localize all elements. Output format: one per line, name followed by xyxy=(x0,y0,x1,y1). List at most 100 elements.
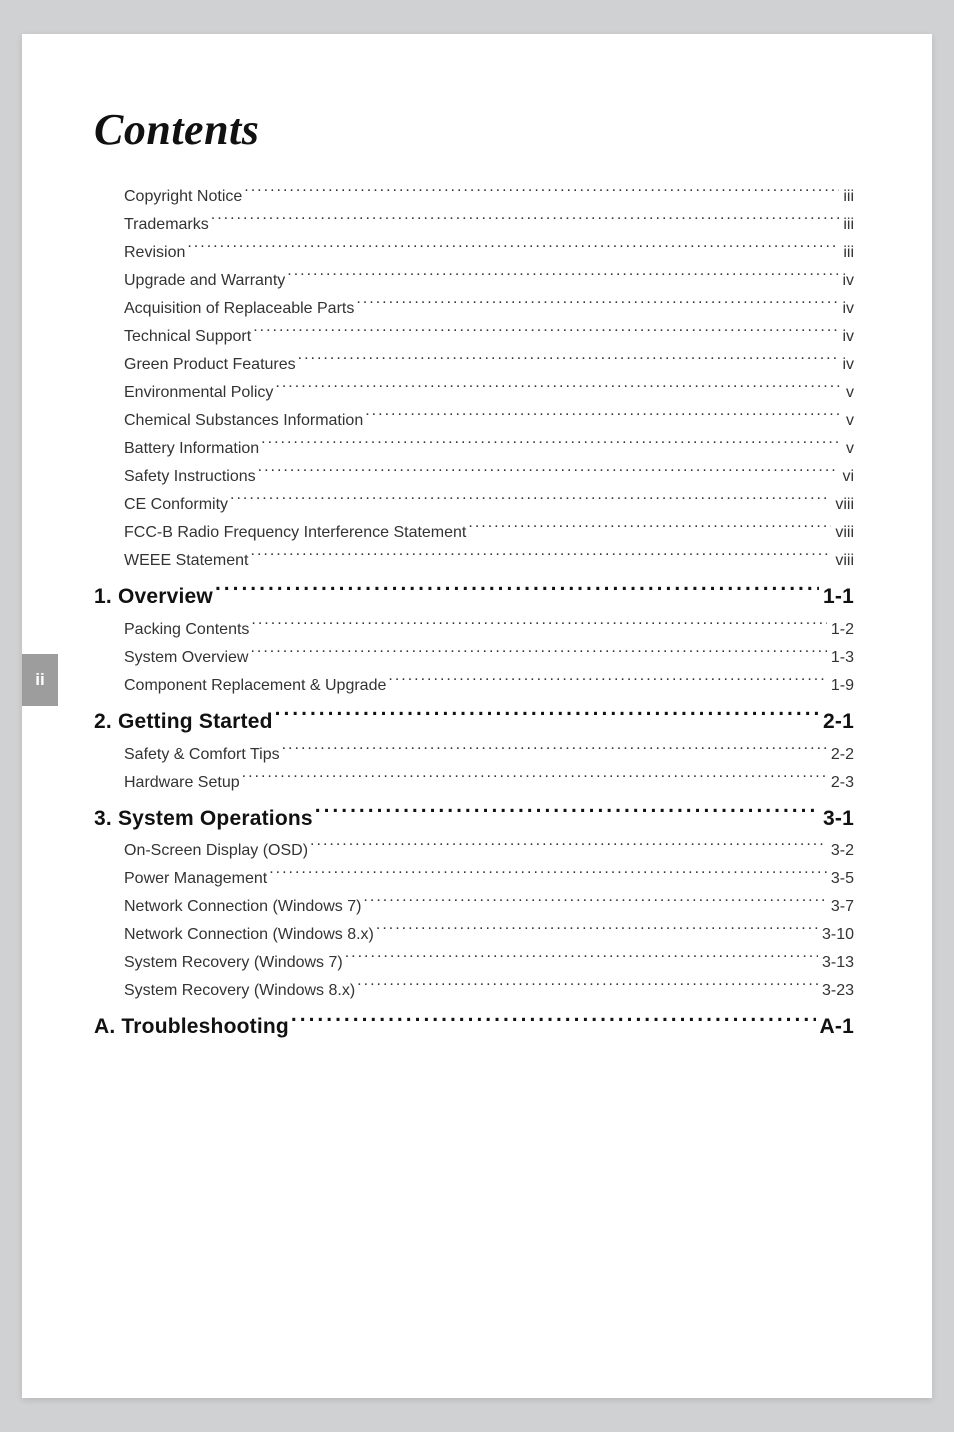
toc-leader-dots xyxy=(258,465,839,481)
toc-leader-dots xyxy=(315,804,819,825)
toc-leader-dots xyxy=(291,1012,816,1033)
toc-section-heading: 3. System Operations3-1 xyxy=(94,801,854,838)
toc-entry: FCC-B Radio Frequency Interference State… xyxy=(94,519,854,547)
toc-label: WEEE Statement xyxy=(124,547,249,575)
toc-entry: Network Connection (Windows 7) 3-7 xyxy=(94,893,854,921)
toc-entry: Network Connection (Windows 8.x) 3-10 xyxy=(94,921,854,949)
toc-page: viii xyxy=(833,519,854,547)
toc-entry: Chemical Substances Information v xyxy=(94,407,854,435)
toc-page: 2-2 xyxy=(829,741,854,769)
toc-leader-dots xyxy=(468,521,831,537)
page-number-label: ii xyxy=(35,670,44,690)
toc-leader-dots xyxy=(345,951,818,967)
toc-leader-dots xyxy=(356,297,838,313)
toc-entry: CE Conformity viii xyxy=(94,491,854,519)
toc-label: Safety & Comfort Tips xyxy=(124,741,280,769)
toc-label: CE Conformity xyxy=(124,491,228,519)
toc-entry: System Overview1-3 xyxy=(94,644,854,672)
toc-entry: Trademarks iii xyxy=(94,211,854,239)
toc-label: Safety Instructions xyxy=(124,463,256,491)
toc-section-heading: 2. Getting Started2-1 xyxy=(94,704,854,741)
toc-leader-dots xyxy=(269,867,827,883)
toc-page: 3-1 xyxy=(821,801,854,838)
toc-page: 3-7 xyxy=(829,893,854,921)
toc-leader-dots xyxy=(251,618,826,634)
toc-page: viii xyxy=(833,491,854,519)
toc-page: 3-5 xyxy=(829,865,854,893)
toc-entry: Component Replacement & Upgrade 1-9 xyxy=(94,672,854,700)
toc-label: Battery Information xyxy=(124,435,259,463)
toc-entry: WEEE Statement viii xyxy=(94,547,854,575)
page-number-tab: ii xyxy=(22,654,58,706)
toc-page: 1-1 xyxy=(821,579,854,616)
toc-leader-dots xyxy=(376,923,818,939)
toc-entry: Safety Instructionsvi xyxy=(94,463,854,491)
toc-entry: Battery Information v xyxy=(94,435,854,463)
toc-label: 1. Overview xyxy=(94,579,213,616)
toc-entry: System Recovery (Windows 8.x) 3-23 xyxy=(94,977,854,1005)
table-of-contents: Copyright NoticeiiiTrademarksiiiRevision… xyxy=(94,183,854,1046)
toc-label: Environmental Policy xyxy=(124,379,273,407)
toc-page: iv xyxy=(840,351,854,379)
toc-entry: On-Screen Display (OSD)3-2 xyxy=(94,837,854,865)
toc-leader-dots xyxy=(275,707,819,728)
toc-leader-dots xyxy=(250,646,826,662)
toc-section-heading: 1. Overview 1-1 xyxy=(94,579,854,616)
toc-leader-dots xyxy=(251,549,832,565)
toc-label: Packing Contents xyxy=(124,616,249,644)
toc-entry: Safety & Comfort Tips 2-2 xyxy=(94,741,854,769)
toc-section-heading: A. TroubleshootingA-1 xyxy=(94,1009,854,1046)
toc-label: Component Replacement & Upgrade xyxy=(124,672,386,700)
toc-leader-dots xyxy=(242,771,827,787)
toc-label: System Recovery (Windows 8.x) xyxy=(124,977,355,1005)
toc-page: iv xyxy=(840,323,854,351)
toc-entry: Environmental Policyv xyxy=(94,379,854,407)
toc-leader-dots xyxy=(298,353,839,369)
toc-label: FCC-B Radio Frequency Interference State… xyxy=(124,519,466,547)
toc-leader-dots xyxy=(230,493,831,509)
toc-label: Technical Support xyxy=(124,323,251,351)
toc-leader-dots xyxy=(310,839,827,855)
toc-leader-dots xyxy=(187,241,839,257)
toc-label: Network Connection (Windows 8.x) xyxy=(124,921,374,949)
toc-page: 3-23 xyxy=(820,977,854,1005)
toc-label: Network Connection (Windows 7) xyxy=(124,893,361,921)
toc-page: iii xyxy=(841,239,854,267)
toc-label: On-Screen Display (OSD) xyxy=(124,837,308,865)
toc-entry: Power Management3-5 xyxy=(94,865,854,893)
toc-page: viii xyxy=(833,547,854,575)
toc-page: v xyxy=(844,407,854,435)
toc-leader-dots xyxy=(388,674,827,690)
toc-label: Chemical Substances Information xyxy=(124,407,363,435)
toc-leader-dots xyxy=(253,325,838,341)
toc-page: A-1 xyxy=(818,1009,854,1046)
toc-label: Green Product Features xyxy=(124,351,296,379)
toc-entry: Packing Contents 1-2 xyxy=(94,616,854,644)
toc-leader-dots xyxy=(357,979,818,995)
toc-page: 1-2 xyxy=(829,616,854,644)
toc-page: iv xyxy=(840,267,854,295)
toc-label: Acquisition of Replaceable Parts xyxy=(124,295,354,323)
toc-page: 2-1 xyxy=(821,704,854,741)
toc-page: 1-3 xyxy=(829,644,854,672)
toc-page: 1-9 xyxy=(829,672,854,700)
toc-leader-dots xyxy=(215,582,819,603)
toc-label: Trademarks xyxy=(124,211,209,239)
toc-page: v xyxy=(844,435,854,463)
toc-leader-dots xyxy=(282,743,827,759)
toc-leader-dots xyxy=(211,213,840,229)
toc-page: iii xyxy=(841,211,854,239)
toc-leader-dots xyxy=(365,409,842,425)
page-container: ii Contents Copyright NoticeiiiTrademark… xyxy=(0,0,954,1432)
toc-label: System Recovery (Windows 7) xyxy=(124,949,343,977)
toc-entry: Upgrade and Warranty iv xyxy=(94,267,854,295)
toc-entry: Technical Support iv xyxy=(94,323,854,351)
toc-label: Copyright Notice xyxy=(124,183,242,211)
toc-label: Upgrade and Warranty xyxy=(124,267,285,295)
toc-page: iii xyxy=(841,183,854,211)
toc-leader-dots xyxy=(244,185,839,201)
toc-entry: Hardware Setup2-3 xyxy=(94,769,854,797)
toc-leader-dots xyxy=(261,437,842,453)
toc-page: 3-10 xyxy=(820,921,854,949)
toc-entry: Revisioniii xyxy=(94,239,854,267)
